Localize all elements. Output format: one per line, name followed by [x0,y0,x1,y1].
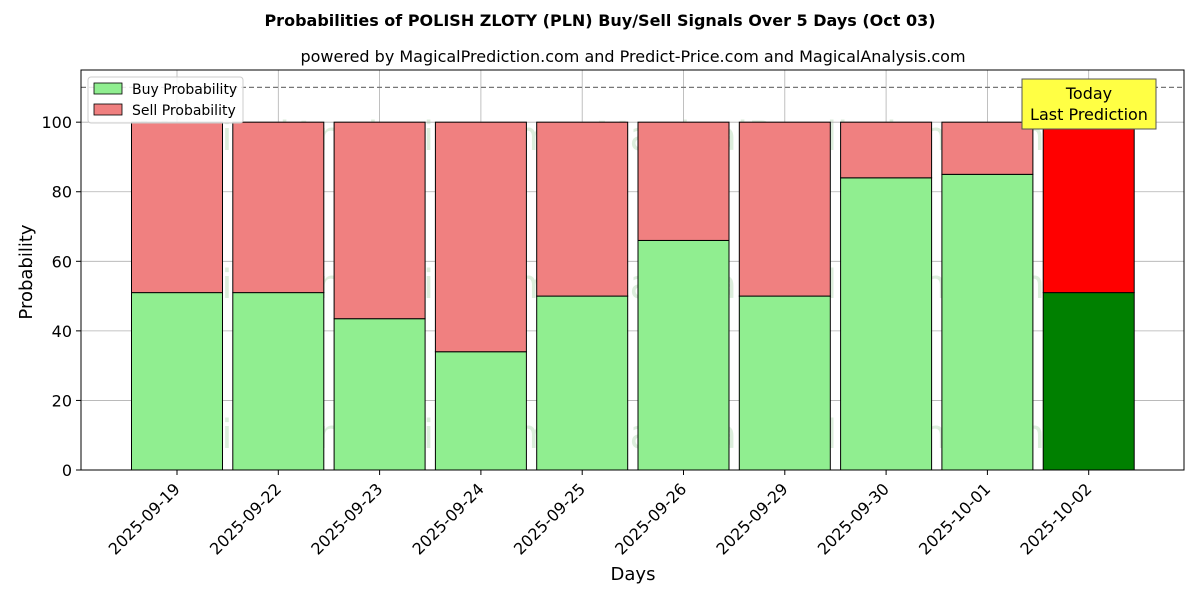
x-tick-label: 2025-10-01 [915,479,994,558]
bar-sell-probability [941,121,1034,175]
x-tick-label: 2025-09-26 [611,479,690,558]
legend-buy-swatch [93,82,123,95]
bar-buy-probability [434,351,527,471]
y-tick-label: 100 [41,113,72,132]
bar-buy-probability [1042,292,1135,471]
bar-buy-probability [840,177,933,471]
y-axis: 0 20 40 60 80 100 [41,113,81,480]
bar-buy-probability [637,239,730,471]
y-tick-label: 0 [62,461,72,480]
bar-sell-probability [738,121,831,297]
y-tick-label: 40 [52,322,72,341]
legend: Buy Probability Sell Probability [87,76,244,124]
x-tick-label: 2025-09-22 [206,479,285,558]
y-tick-label: 80 [52,183,72,202]
bar-buy-probability [941,173,1034,471]
bars-layer [131,121,1135,471]
chart-title: Probabilities of POLISH ZLOTY (PLN) Buy/… [264,11,935,30]
x-tick-label: 2025-09-19 [105,479,184,558]
bar-buy-probability [232,292,325,471]
today-annotation-box [1021,78,1157,130]
bar-sell-probability [840,121,933,179]
x-tick-label: 2025-09-25 [510,479,589,558]
bar-sell-probability [434,121,527,353]
today-annotation-line1: Today [1065,84,1112,103]
x-tick-label: 2025-09-23 [307,479,386,558]
x-axis: 2025-09-19 2025-09-22 2025-09-23 2025-09-24… [105,470,1096,559]
x-tick-label: 2025-10-02 [1016,479,1095,558]
today-annotation-line2: Last Prediction [1030,105,1148,124]
bar-sell-probability [333,121,426,320]
legend-buy-label: Buy Probability [132,82,237,98]
bar-sell-probability [1042,121,1135,294]
bar-sell-probability [131,121,223,294]
y-tick-label: 60 [52,252,72,271]
bar-buy-probability [333,318,426,471]
chart-subtitle: powered by MagicalPrediction.com and Pre… [300,47,965,66]
bar-sell-probability [232,121,325,294]
x-tick-label: 2025-09-29 [712,479,791,558]
x-axis-label: Days [611,564,656,585]
y-tick-label: 20 [52,391,72,410]
bar-sell-probability [637,121,730,241]
x-tick-label: 2025-09-30 [814,479,893,558]
legend-sell-swatch [93,103,123,116]
legend-box [87,76,244,124]
bar-buy-probability [536,295,629,471]
plot-frame [80,69,1185,471]
bar-buy-probability [131,292,223,471]
y-axis-label: Probability [16,224,37,319]
today-annotation: Today Last Prediction [1021,78,1157,130]
bar-sell-probability [536,121,629,297]
x-tick-label: 2025-09-24 [409,479,488,558]
legend-sell-label: Sell Probability [132,103,236,119]
bar-buy-probability [738,295,831,471]
